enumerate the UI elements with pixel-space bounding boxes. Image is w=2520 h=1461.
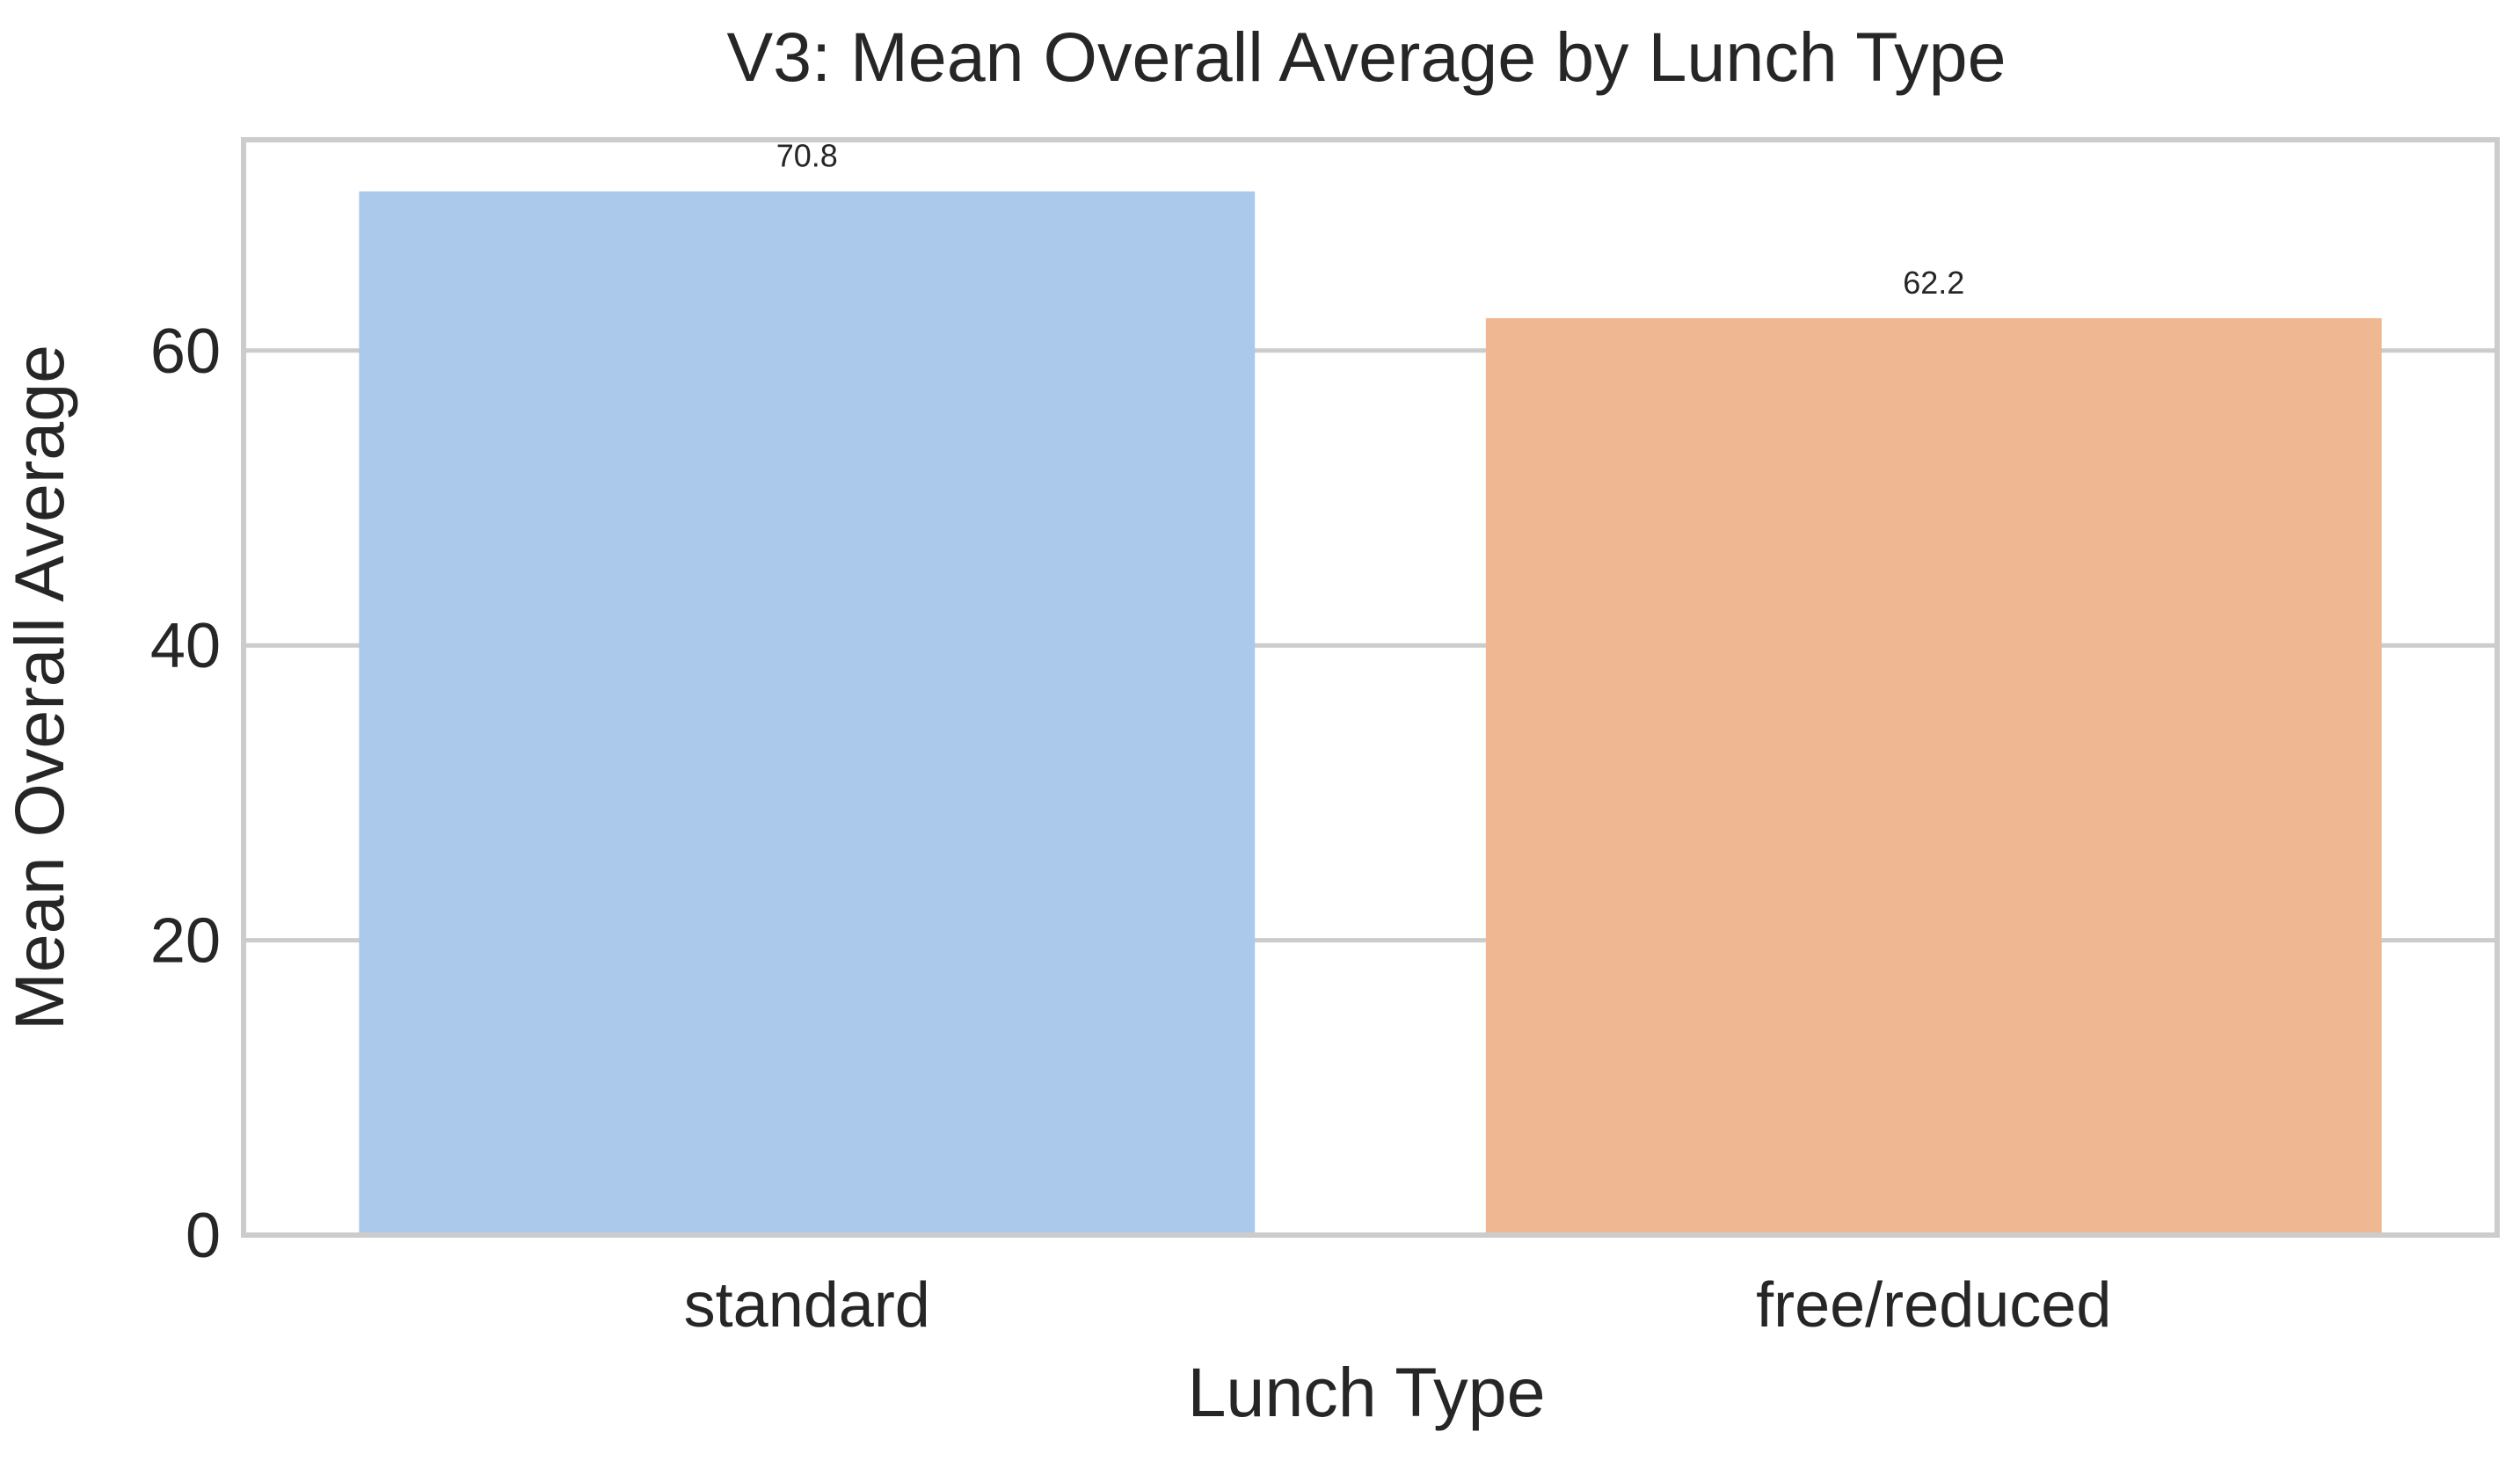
data-label: 62.2	[1903, 265, 1964, 301]
y-axis-label: Mean Overall Average	[0, 345, 78, 1030]
y-tick-label: 20	[150, 906, 221, 977]
data-labels: 70.8 62.2	[776, 138, 1965, 301]
bar-free-reduced	[1485, 317, 2382, 1235]
bars	[359, 191, 2382, 1236]
y-tick-label: 0	[186, 1201, 221, 1271]
y-tick-labels: 0 20 40 60	[150, 316, 221, 1271]
plot-frame	[241, 137, 2500, 1238]
x-tick-labels: standard free/reduced	[684, 1270, 2112, 1341]
chart-title: V3: Mean Overall Average by Lunch Type	[726, 18, 2006, 96]
x-tick-label: standard	[684, 1270, 930, 1341]
y-tick-label: 40	[150, 611, 221, 681]
y-tick-label: 60	[150, 316, 221, 387]
x-tick-label: free/reduced	[1756, 1270, 2111, 1341]
x-axis-label: Lunch Type	[1187, 1353, 1545, 1431]
data-label: 70.8	[776, 138, 838, 174]
bar-standard	[359, 191, 1256, 1236]
